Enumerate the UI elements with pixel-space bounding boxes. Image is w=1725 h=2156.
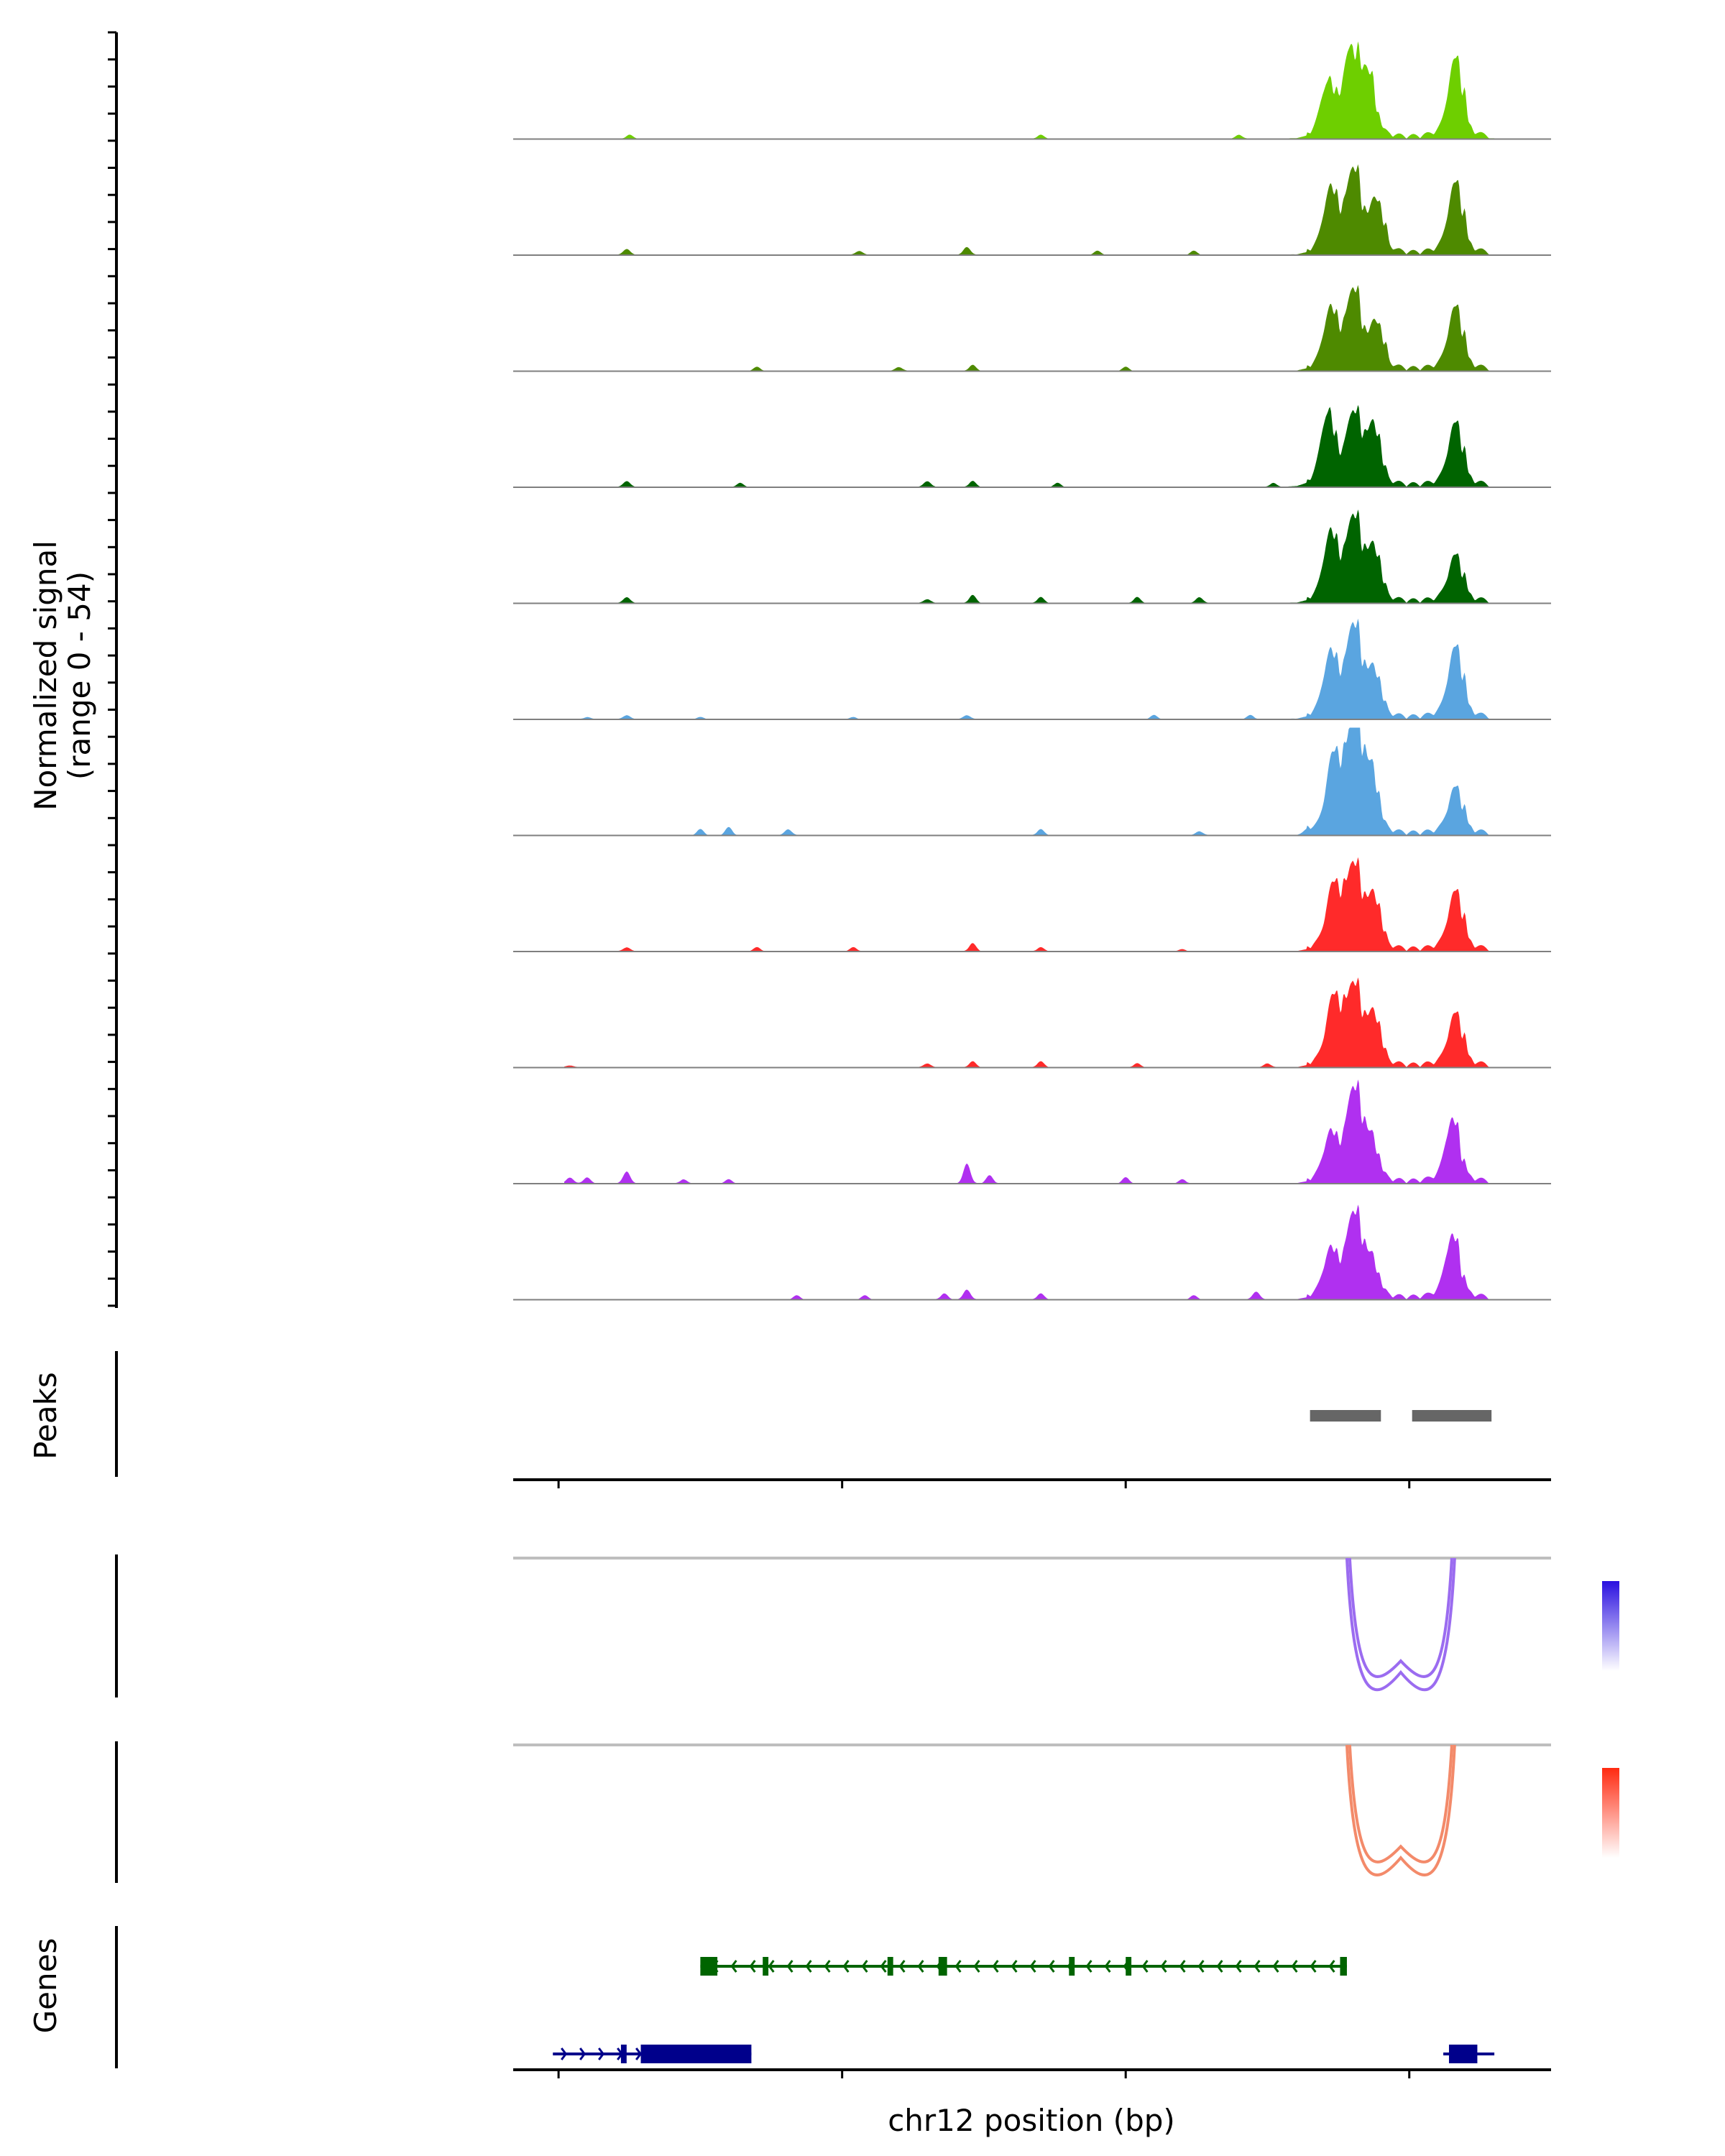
coverage-track bbox=[513, 618, 1551, 720]
strand-arrow bbox=[1011, 1960, 1018, 1973]
genes-panel bbox=[115, 1926, 1495, 2068]
strand-arrow bbox=[1141, 1960, 1149, 1973]
strand-arrow bbox=[992, 1960, 999, 1973]
link-arc bbox=[1345, 1744, 1456, 1876]
strand-arrow bbox=[1029, 1960, 1036, 1973]
coverage-track bbox=[513, 857, 1551, 952]
strand-arrow bbox=[730, 1960, 737, 1973]
gene-exon bbox=[1069, 1957, 1075, 1976]
links-panel bbox=[115, 1741, 1619, 1883]
gene-model bbox=[700, 1957, 1347, 1976]
coverage-panel bbox=[513, 41, 1551, 1301]
strand-arrow bbox=[898, 1960, 906, 1973]
strand-arrow bbox=[1104, 1960, 1111, 1973]
gene-exon bbox=[938, 1957, 947, 1976]
coverage-track bbox=[513, 510, 1551, 604]
coverage-track bbox=[513, 1079, 1551, 1184]
gene-exon bbox=[640, 2045, 752, 2063]
strand-arrow bbox=[768, 1960, 775, 1973]
strand-arrow bbox=[598, 2047, 605, 2060]
strand-arrow bbox=[1179, 1960, 1186, 1973]
gene-model bbox=[1443, 2045, 1495, 2063]
strand-arrow bbox=[1310, 1960, 1317, 1973]
coverage-track bbox=[513, 405, 1551, 488]
links-panel bbox=[115, 1554, 1619, 1697]
peaks-label: Peaks bbox=[28, 1372, 63, 1460]
strand-arrow bbox=[1291, 1960, 1298, 1973]
coverage-area bbox=[564, 41, 1495, 139]
legend-colorbar bbox=[1602, 1581, 1619, 1671]
coverage-area bbox=[564, 285, 1495, 372]
coverage-track bbox=[513, 1204, 1551, 1301]
coverage-y-axis bbox=[108, 31, 118, 1308]
coverage-area bbox=[564, 618, 1495, 719]
strand-arrow bbox=[842, 1960, 850, 1973]
gene-model bbox=[553, 2045, 752, 2063]
y-axis-label-line1: Normalized signal bbox=[28, 540, 63, 811]
link-arc bbox=[1348, 1744, 1453, 1864]
strand-arrow bbox=[1254, 1960, 1261, 1973]
link-arc bbox=[1345, 1557, 1456, 1692]
coverage-track bbox=[513, 977, 1551, 1069]
x-axis-label: chr12 position (bp) bbox=[888, 2103, 1175, 2138]
coverage-area bbox=[564, 727, 1495, 836]
peak-region bbox=[1310, 1410, 1381, 1422]
peaks-panel bbox=[115, 1351, 1492, 1477]
strand-arrow bbox=[561, 2047, 568, 2060]
gene-exon bbox=[700, 1957, 718, 1976]
coverage-track bbox=[513, 285, 1551, 372]
strand-arrow bbox=[880, 1960, 887, 1973]
gene-exon bbox=[1448, 2045, 1478, 2063]
links-panels bbox=[115, 1554, 1619, 1883]
genes-label: Genes bbox=[28, 1938, 63, 2034]
strand-arrow bbox=[786, 1960, 794, 1973]
x-axis-middle bbox=[513, 1478, 1551, 1488]
peak-region bbox=[1412, 1410, 1492, 1422]
strand-arrow bbox=[1160, 1960, 1167, 1973]
gene-exon bbox=[1126, 1957, 1132, 1976]
coverage-track bbox=[513, 164, 1551, 256]
coverage-area bbox=[564, 1079, 1495, 1184]
strand-arrow bbox=[749, 1960, 756, 1973]
strand-arrow bbox=[1048, 1960, 1055, 1973]
strand-arrow bbox=[805, 1960, 812, 1973]
strand-arrow bbox=[954, 1960, 962, 1973]
coverage-area bbox=[564, 1204, 1495, 1300]
x-axis-bottom bbox=[513, 2068, 1551, 2078]
coverage-area bbox=[564, 405, 1495, 487]
gene-exon bbox=[887, 1957, 893, 1976]
gene-exon bbox=[620, 2045, 627, 2063]
coverage-area bbox=[564, 164, 1495, 255]
y-axis-label-line2: (range 0 - 54) bbox=[62, 571, 97, 780]
strand-arrow bbox=[1216, 1960, 1223, 1973]
strand-arrow bbox=[973, 1960, 980, 1973]
coverage-track bbox=[513, 41, 1551, 140]
coverage-area bbox=[564, 977, 1495, 1068]
gene-exon bbox=[763, 1957, 769, 1976]
strand-arrow bbox=[1235, 1960, 1242, 1973]
strand-arrow bbox=[579, 2047, 586, 2060]
strand-arrow bbox=[824, 1960, 831, 1973]
strand-arrow bbox=[1328, 1960, 1335, 1973]
strand-arrow bbox=[861, 1960, 868, 1973]
coverage-area bbox=[564, 510, 1495, 604]
strand-arrow bbox=[1197, 1960, 1205, 1973]
strand-arrow bbox=[917, 1960, 924, 1973]
strand-arrow bbox=[1085, 1960, 1092, 1973]
strand-arrow bbox=[635, 2047, 643, 2060]
coverage-track bbox=[513, 727, 1551, 837]
strand-arrow bbox=[1272, 1960, 1279, 1973]
legend-colorbar bbox=[1602, 1768, 1619, 1858]
link-arc bbox=[1348, 1557, 1453, 1678]
gene-exon bbox=[1340, 1957, 1347, 1976]
coverage-area bbox=[564, 857, 1495, 952]
